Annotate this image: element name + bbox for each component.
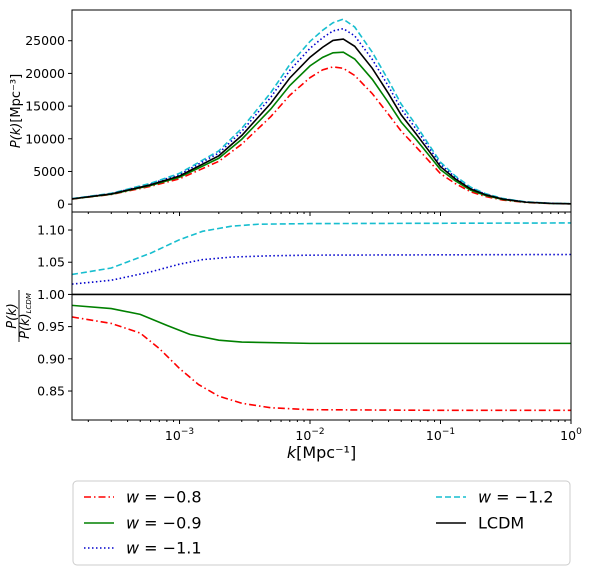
ratio-label-denominator: P(k)LCDM [18, 293, 33, 339]
y-tick-label-ratio-5: 1.10 [37, 223, 65, 238]
y-tick-label-ratio-3: 1.00 [37, 287, 65, 302]
axes-frame-ratio [71, 211, 572, 421]
y-tick-label-power-spectrum-0: 0 [57, 197, 65, 212]
series-line-power-spectrum-4 [72, 38, 571, 205]
series-line-power-spectrum-1 [72, 51, 571, 205]
series-line-ratio-1 [72, 304, 571, 345]
x-axis-label: k[Mpc⁻¹] [287, 443, 356, 462]
series-line-power-spectrum-0 [72, 66, 571, 205]
series-line-ratio-3 [72, 222, 571, 276]
y-tick-label-power-spectrum-1: 5000 [33, 164, 65, 179]
y-tick-label-power-spectrum-2: 10000 [25, 131, 65, 146]
legend-label-2: w = −1.1 [126, 539, 202, 558]
y-tick-label-ratio-4: 1.05 [37, 255, 65, 270]
panel-power-spectrum: 0 5000 10000 15000 20000 25000 [25, 9, 572, 216]
y-tick-label-ratio-2: 0.95 [37, 319, 65, 334]
series-line-ratio-2 [72, 253, 571, 285]
ratio-label-numerator: P(k) [5, 303, 20, 329]
y-axis-label-ratio: P(k)P(k)LCDM [5, 290, 33, 342]
x-tick-label-0: 10−3 [165, 427, 194, 443]
axes-frame-power-spectrum [71, 9, 572, 213]
series-line-power-spectrum-3 [72, 18, 571, 205]
y-tick-label-ratio-0: 0.85 [37, 384, 65, 399]
panel-ratio: 0.85 0.90 0.95 1.00 1.05 1.10 [37, 211, 572, 424]
y-tick-label-power-spectrum-4: 20000 [25, 66, 65, 81]
series-line-power-spectrum-2 [72, 27, 571, 205]
legend-label-1: w = −0.9 [126, 514, 202, 533]
x-tick-label-3: 100 [560, 427, 582, 443]
plot-area-power-spectrum [72, 18, 571, 205]
y-tick-label-power-spectrum-3: 15000 [25, 99, 65, 114]
legend-frame [72, 480, 571, 566]
y-tick-label-power-spectrum-5: 25000 [25, 33, 65, 48]
x-tick-label-1: 10−2 [295, 427, 324, 443]
y-axis-label-power: P(k)[Mpc⁻³] [9, 74, 24, 148]
x-tick-label-2: 10−1 [426, 427, 455, 443]
legend-label-3: w = −1.2 [478, 488, 554, 507]
y-tick-label-ratio-1: 0.90 [37, 351, 65, 366]
legend: w = −0.8 w = −0.9 w = −1.1 w = −1.2 LCDM [72, 480, 571, 566]
legend-label-0: w = −0.8 [126, 488, 202, 507]
series-line-ratio-0 [72, 316, 571, 412]
legend-label-4: LCDM [478, 514, 524, 533]
plot-area-ratio [72, 222, 571, 412]
